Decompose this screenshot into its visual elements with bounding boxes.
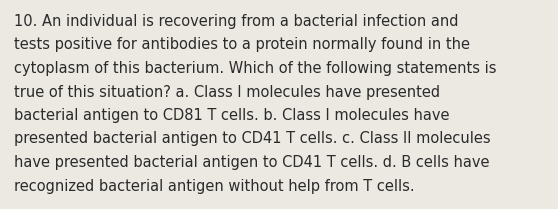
Text: presented bacterial antigen to CD41 T cells. c. Class II molecules: presented bacterial antigen to CD41 T ce… bbox=[14, 131, 490, 147]
Text: recognized bacterial antigen without help from T cells.: recognized bacterial antigen without hel… bbox=[14, 178, 415, 194]
Text: bacterial antigen to CD81 T cells. b. Class I molecules have: bacterial antigen to CD81 T cells. b. Cl… bbox=[14, 108, 450, 123]
Text: 10. An individual is recovering from a bacterial infection and: 10. An individual is recovering from a b… bbox=[14, 14, 459, 29]
Text: tests positive for antibodies to a protein normally found in the: tests positive for antibodies to a prote… bbox=[14, 37, 470, 52]
Text: have presented bacterial antigen to CD41 T cells. d. B cells have: have presented bacterial antigen to CD41… bbox=[14, 155, 489, 170]
Text: cytoplasm of this bacterium. Which of the following statements is: cytoplasm of this bacterium. Which of th… bbox=[14, 61, 497, 76]
Text: true of this situation? a. Class I molecules have presented: true of this situation? a. Class I molec… bbox=[14, 84, 440, 99]
